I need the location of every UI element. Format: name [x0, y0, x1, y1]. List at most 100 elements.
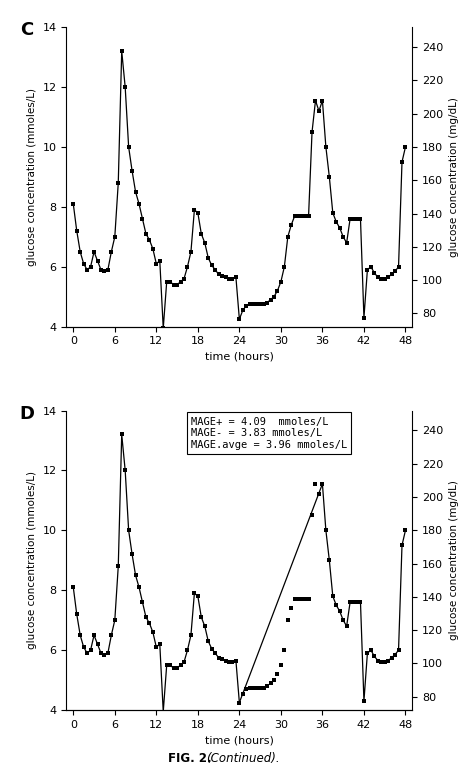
Point — [177, 659, 184, 671]
Point — [353, 213, 361, 225]
Point — [281, 261, 288, 273]
Point — [326, 171, 333, 183]
Point — [215, 651, 222, 663]
Y-axis label: glucose concentration (mg/dL): glucose concentration (mg/dL) — [449, 480, 459, 640]
Point — [76, 629, 84, 642]
Point — [301, 593, 309, 605]
Point — [166, 275, 174, 288]
Point — [218, 269, 226, 282]
Point — [298, 210, 305, 222]
Point — [343, 620, 350, 632]
Point — [343, 237, 350, 249]
Point — [70, 581, 77, 594]
Point — [294, 210, 302, 222]
Point — [339, 614, 347, 626]
Point — [128, 165, 136, 177]
Point — [159, 705, 167, 718]
Point — [170, 279, 177, 291]
Point — [374, 654, 382, 667]
Point — [291, 210, 299, 222]
Point — [346, 213, 354, 225]
Point — [83, 647, 91, 660]
Point — [253, 681, 261, 694]
Point — [263, 296, 271, 309]
Point — [305, 210, 312, 222]
Point — [132, 185, 139, 198]
Point — [118, 428, 126, 441]
Point — [239, 304, 246, 317]
Point — [291, 593, 299, 605]
Point — [319, 95, 326, 107]
Point — [201, 237, 209, 249]
Point — [142, 611, 150, 623]
Point — [350, 213, 357, 225]
Point — [287, 219, 295, 231]
Point — [104, 647, 112, 660]
Point — [121, 81, 129, 93]
Point — [111, 230, 118, 243]
Point — [156, 638, 164, 650]
Point — [204, 635, 212, 647]
Point — [153, 258, 160, 270]
Point — [146, 234, 153, 246]
Point — [267, 293, 274, 306]
Point — [395, 261, 402, 273]
Point — [377, 656, 385, 668]
Point — [398, 539, 406, 552]
Point — [256, 298, 264, 310]
Point — [322, 140, 329, 153]
Point — [228, 272, 236, 285]
Point — [125, 524, 132, 536]
Point — [104, 264, 112, 276]
Point — [73, 224, 81, 237]
Point — [332, 216, 340, 228]
Point — [353, 596, 361, 608]
Point — [232, 271, 240, 283]
Point — [135, 581, 143, 594]
Point — [218, 653, 226, 665]
Point — [183, 644, 191, 656]
Point — [70, 198, 77, 210]
Point — [194, 206, 201, 219]
Point — [201, 620, 209, 632]
Point — [364, 264, 371, 276]
Point — [319, 478, 326, 490]
Point — [118, 45, 126, 57]
Point — [284, 614, 292, 626]
Point — [398, 156, 406, 168]
Point — [142, 227, 150, 240]
Point — [277, 659, 285, 671]
Point — [159, 322, 167, 334]
Point — [215, 268, 222, 280]
Point — [367, 261, 374, 273]
Point — [121, 464, 129, 476]
Point — [384, 271, 392, 283]
Point — [260, 298, 267, 310]
Point — [149, 243, 156, 255]
Y-axis label: glucose concentration (mmoles/L): glucose concentration (mmoles/L) — [27, 471, 37, 650]
Point — [156, 255, 164, 267]
Point — [388, 651, 395, 663]
Y-axis label: glucose concentration (mmoles/L): glucose concentration (mmoles/L) — [27, 88, 37, 266]
Point — [371, 266, 378, 279]
Point — [384, 654, 392, 667]
Point — [260, 681, 267, 694]
Point — [194, 590, 201, 602]
Point — [180, 272, 188, 285]
Point — [100, 265, 108, 278]
Point — [322, 524, 329, 536]
Point — [305, 593, 312, 605]
Point — [294, 593, 302, 605]
Point — [249, 298, 257, 310]
Point — [249, 681, 257, 694]
Point — [166, 659, 174, 671]
Point — [246, 298, 254, 310]
Point — [180, 656, 188, 668]
Point — [236, 313, 243, 325]
Point — [163, 275, 171, 288]
Point — [108, 629, 115, 642]
Point — [253, 298, 261, 310]
Point — [115, 177, 122, 189]
Point — [97, 647, 105, 660]
Point — [87, 261, 94, 273]
